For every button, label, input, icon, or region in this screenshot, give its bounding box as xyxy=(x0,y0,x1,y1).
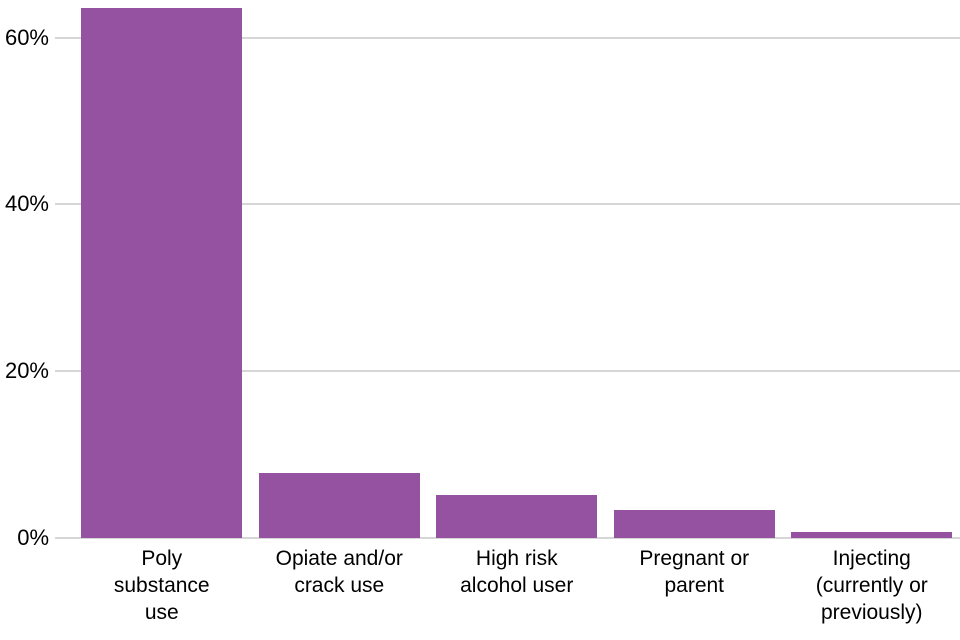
x-tick-label: Injecting (currently or previously) xyxy=(815,547,928,624)
plot-area xyxy=(55,0,960,539)
x-tick-label: Pregnant or parent xyxy=(639,547,750,597)
bar xyxy=(258,472,420,538)
y-axis: 0% 20% 40% 60% xyxy=(0,0,49,550)
bar xyxy=(613,510,775,538)
y-tick-label: 60% xyxy=(4,24,49,50)
y-tick-label: 40% xyxy=(4,191,49,217)
gridline-60 xyxy=(55,36,960,39)
bar xyxy=(791,532,953,538)
gridline-40 xyxy=(55,203,960,206)
gridline-0 xyxy=(55,537,960,539)
bar xyxy=(81,7,243,538)
gridline-20 xyxy=(55,370,960,373)
x-axis: Poly substance use Opiate and/or crack us… xyxy=(73,545,960,626)
x-tick-label: Opiate and/or crack use xyxy=(275,547,403,597)
y-tick-label: 0% xyxy=(17,525,49,550)
y-tick-label: 20% xyxy=(4,358,49,384)
x-tick-label: High risk alcohol user xyxy=(460,547,574,597)
x-tick-label: Poly substance use xyxy=(113,547,210,624)
bar xyxy=(436,494,598,538)
